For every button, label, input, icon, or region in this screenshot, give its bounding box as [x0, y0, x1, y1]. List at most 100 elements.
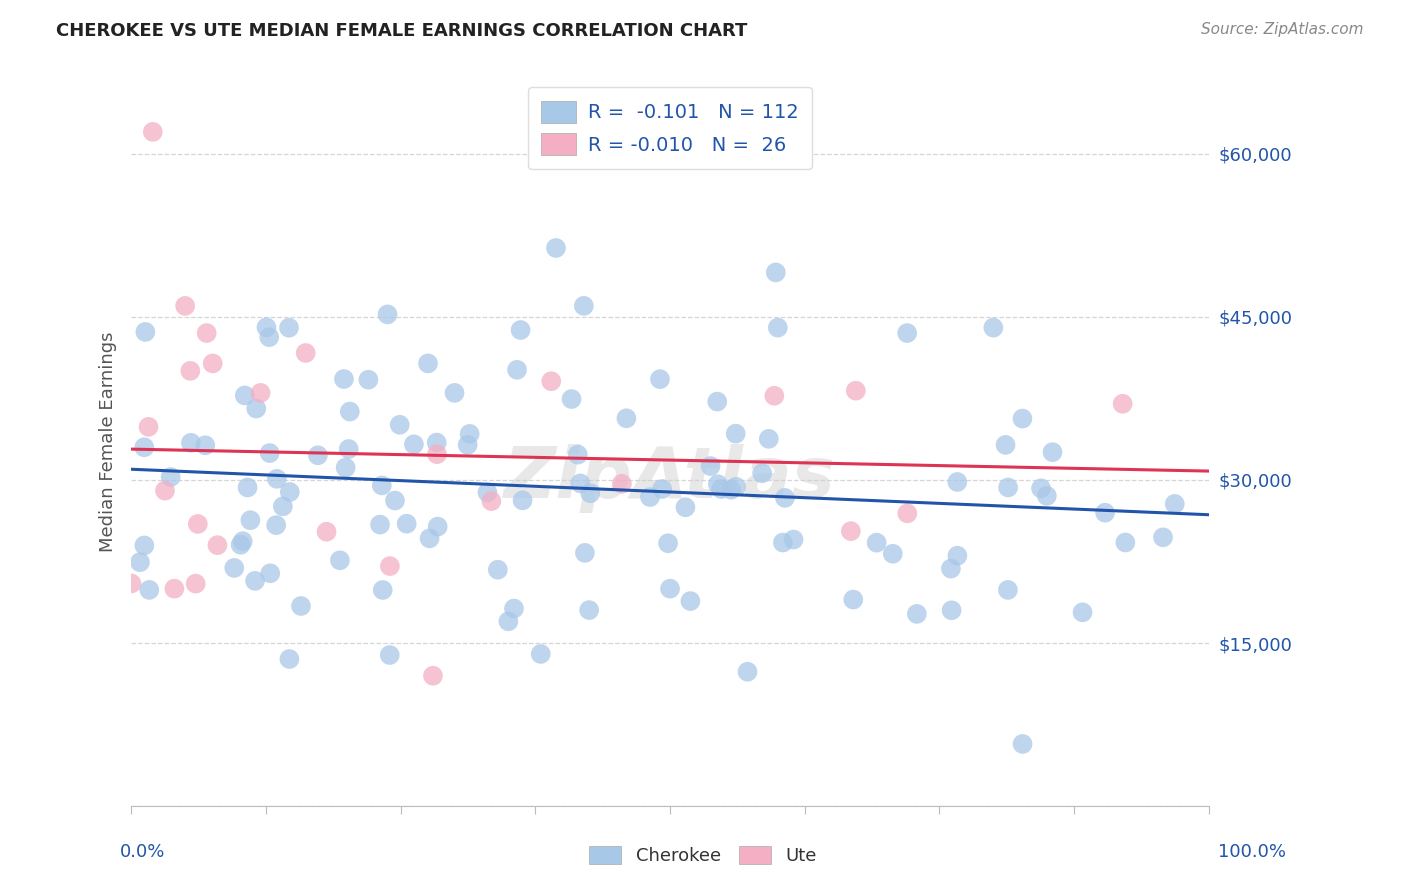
Point [578, 603, 600, 617]
Point [659, 582, 682, 596]
Point [994, 438, 1017, 452]
Point [1111, 397, 1133, 411]
Point [416, 356, 439, 370]
Point [278, 320, 301, 334]
Point [278, 652, 301, 666]
Point [724, 426, 747, 441]
Point [233, 388, 256, 402]
Point [207, 538, 229, 552]
Point [772, 535, 794, 549]
Point [426, 435, 449, 450]
Point [479, 494, 502, 508]
Point [766, 320, 789, 334]
Point [567, 448, 589, 462]
Point [579, 486, 602, 500]
Point [426, 519, 449, 533]
Point [134, 440, 156, 454]
Point [134, 538, 156, 552]
Point [1011, 737, 1033, 751]
Point [278, 485, 301, 500]
Point [648, 372, 671, 386]
Point [720, 483, 742, 497]
Point [395, 516, 418, 531]
Point [997, 582, 1019, 597]
Point [530, 647, 553, 661]
Point [120, 576, 142, 591]
Point [153, 483, 176, 498]
Point [512, 493, 534, 508]
Point [1042, 445, 1064, 459]
Point [699, 458, 721, 473]
Point [638, 490, 661, 504]
Point [710, 482, 733, 496]
Point [616, 411, 638, 425]
Point [259, 566, 281, 581]
Point [498, 615, 520, 629]
Point [378, 648, 401, 662]
Point [243, 574, 266, 588]
Point [184, 576, 207, 591]
Point [335, 460, 357, 475]
Point [737, 665, 759, 679]
Point [271, 500, 294, 514]
Point [257, 330, 280, 344]
Point [544, 241, 567, 255]
Point [905, 607, 928, 621]
Point [763, 389, 786, 403]
Point [329, 553, 352, 567]
Point [486, 563, 509, 577]
Point [201, 356, 224, 370]
Point [232, 534, 254, 549]
Point [187, 516, 209, 531]
Point [773, 491, 796, 505]
Point [896, 507, 918, 521]
Point [657, 536, 679, 550]
Y-axis label: Median Female Earnings: Median Female Earnings [100, 332, 117, 552]
Point [224, 561, 246, 575]
Point [946, 475, 969, 489]
Point [651, 482, 673, 496]
Point [194, 438, 217, 452]
Point [997, 480, 1019, 494]
Point [765, 265, 787, 279]
Point [377, 307, 399, 321]
Point [163, 582, 186, 596]
Point [675, 500, 697, 515]
Point [707, 477, 730, 491]
Point [371, 582, 394, 597]
Point [1071, 605, 1094, 619]
Point [195, 326, 218, 340]
Point [419, 532, 441, 546]
Point [845, 384, 868, 398]
Point [180, 435, 202, 450]
Point [1011, 411, 1033, 425]
Point [368, 517, 391, 532]
Point [782, 533, 804, 547]
Legend: Cherokee, Ute: Cherokee, Ute [579, 837, 827, 874]
Point [138, 420, 160, 434]
Point [266, 472, 288, 486]
Point [138, 582, 160, 597]
Point [946, 549, 969, 563]
Point [706, 394, 728, 409]
Point [457, 438, 479, 452]
Text: 100.0%: 100.0% [1219, 843, 1286, 861]
Point [842, 592, 865, 607]
Point [758, 432, 780, 446]
Point [229, 538, 252, 552]
Point [134, 325, 156, 339]
Point [179, 364, 201, 378]
Point [569, 476, 592, 491]
Point [1114, 535, 1136, 549]
Text: ZipAtlas: ZipAtlas [505, 444, 837, 513]
Legend: R =  -0.101   N = 112, R = -0.010   N =  26: R = -0.101 N = 112, R = -0.010 N = 26 [527, 87, 813, 169]
Point [239, 513, 262, 527]
Point [371, 478, 394, 492]
Point [142, 125, 165, 139]
Point [384, 493, 406, 508]
Point [540, 374, 562, 388]
Point [443, 385, 465, 400]
Point [981, 320, 1004, 334]
Point [333, 372, 356, 386]
Point [865, 535, 887, 549]
